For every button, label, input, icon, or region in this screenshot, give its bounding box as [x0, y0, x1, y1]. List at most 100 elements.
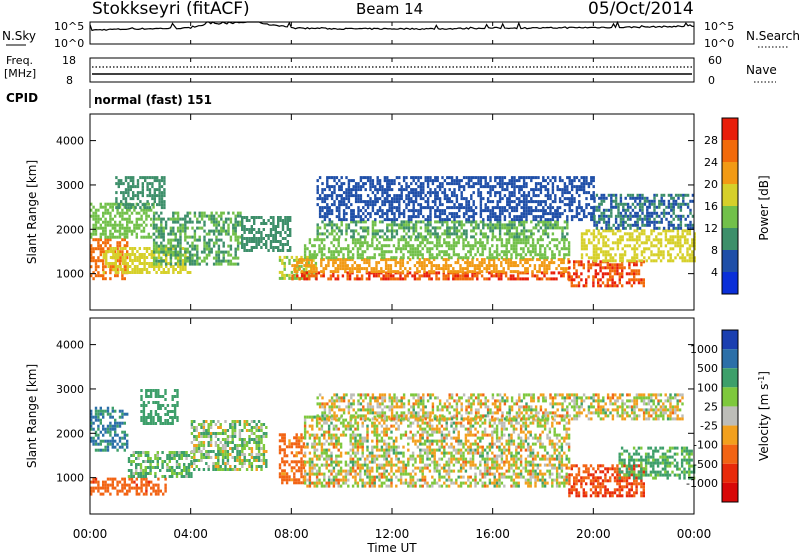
power-cell — [546, 206, 550, 210]
power-cell — [328, 194, 331, 198]
power-cell — [485, 264, 489, 268]
velocity-cell — [171, 404, 174, 407]
velocity-cell — [207, 429, 210, 432]
power-cell — [412, 226, 415, 230]
power-cell — [544, 200, 547, 204]
power-cell — [371, 209, 375, 213]
power-cell — [117, 203, 120, 207]
power-cell — [118, 226, 122, 230]
power-cell — [516, 277, 520, 281]
power-cell — [444, 277, 448, 281]
power-cell — [476, 250, 480, 254]
power-cell — [361, 250, 364, 254]
power-cell — [531, 241, 535, 245]
velocity-cell — [171, 410, 174, 413]
power-cell — [560, 258, 563, 262]
power-cell — [188, 235, 192, 239]
power-cell — [638, 193, 642, 197]
power-cell — [496, 176, 499, 180]
power-cell — [583, 238, 586, 242]
velocity-cell — [164, 392, 167, 395]
power-cell — [438, 241, 441, 245]
power-cell — [578, 218, 581, 222]
power-cell — [92, 229, 95, 233]
power-cell — [198, 211, 201, 215]
power-cell — [193, 229, 197, 233]
power-cell — [638, 196, 642, 200]
power-cell — [157, 226, 161, 230]
power-cell — [405, 182, 408, 186]
power-cell — [227, 232, 230, 236]
power-cell — [633, 238, 636, 242]
power-cell — [255, 231, 258, 234]
power-cell — [127, 176, 130, 180]
power-cell — [184, 253, 187, 256]
power-cell — [169, 262, 173, 266]
power-cell — [492, 261, 496, 265]
velocity-cell — [130, 463, 133, 466]
velocity-cell — [144, 466, 147, 469]
power-cell — [142, 235, 146, 239]
power-cell — [566, 188, 569, 192]
power-cell — [543, 267, 546, 271]
power-cell — [453, 194, 456, 198]
power-cell — [460, 191, 463, 195]
power-cell — [505, 238, 508, 242]
power-cell — [612, 199, 615, 203]
power-cell — [123, 217, 126, 221]
velocity-cell — [207, 468, 210, 471]
power-cell — [381, 203, 384, 207]
power-cell — [112, 253, 115, 256]
power-cell — [669, 241, 672, 245]
velocity-cell — [214, 435, 218, 438]
power-cell — [172, 214, 175, 218]
power-cell — [425, 258, 429, 262]
velocity-cell — [106, 430, 110, 434]
power-cell — [362, 229, 365, 233]
power-cell — [660, 220, 663, 224]
power-cell — [321, 206, 324, 210]
power-cell — [590, 179, 593, 183]
power-cell — [549, 197, 552, 201]
power-cell — [369, 176, 372, 180]
power-cell — [619, 223, 623, 227]
power-cell — [90, 208, 93, 212]
power-cell — [435, 264, 438, 268]
power-cell — [467, 176, 471, 180]
power-cell — [407, 194, 411, 198]
power-cell — [272, 216, 275, 219]
power-cell — [106, 238, 110, 242]
power-cell — [412, 176, 415, 180]
power-cell — [114, 265, 117, 268]
power-cell — [371, 232, 375, 236]
power-cell — [573, 278, 576, 282]
power-cell — [320, 247, 324, 251]
power-cell — [412, 200, 415, 204]
power-cell — [286, 249, 289, 252]
power-cell — [630, 272, 633, 276]
power-cell — [147, 232, 150, 236]
power-cell — [498, 176, 502, 180]
power-cell — [124, 191, 128, 195]
velocity-cell — [126, 412, 129, 416]
power-cell — [520, 232, 523, 236]
power-cell — [376, 200, 379, 204]
power-cell — [412, 212, 415, 216]
power-cell — [446, 235, 449, 239]
power-cell — [243, 237, 246, 240]
power-cell — [361, 253, 364, 257]
power-cell — [220, 238, 223, 242]
power-cell — [531, 247, 535, 251]
power-cell — [522, 185, 526, 189]
power-cell — [453, 179, 456, 183]
power-cell — [390, 220, 394, 224]
power-cell — [480, 258, 484, 262]
power-cell — [158, 191, 161, 195]
power-cell — [512, 264, 515, 268]
power-cell — [92, 223, 95, 227]
power-cell — [385, 244, 388, 248]
power-cell — [364, 235, 367, 239]
power-cell — [126, 226, 129, 230]
power-cell — [610, 226, 613, 230]
velocity-cell — [144, 469, 147, 472]
